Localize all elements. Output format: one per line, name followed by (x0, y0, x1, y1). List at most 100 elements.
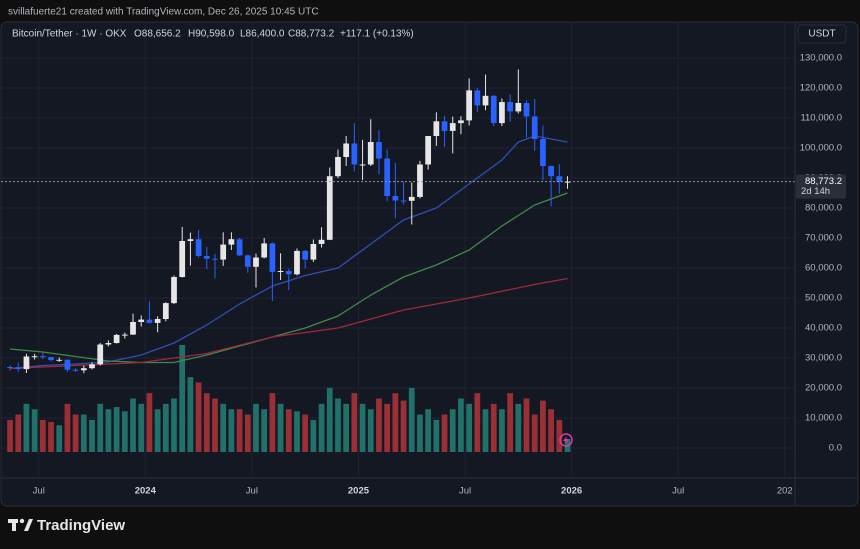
volume-bar (15, 414, 22, 452)
candle-body (490, 95, 497, 124)
candle-body (359, 164, 366, 166)
y-tick-label: 110,000.0 (800, 113, 842, 124)
candle-body (146, 319, 153, 323)
volume-bar (417, 414, 423, 452)
volume-bar (269, 393, 276, 452)
candle-body (162, 303, 169, 319)
candle-body (89, 364, 95, 369)
candle-body (458, 120, 464, 124)
candle-body (105, 343, 112, 345)
candle-body (482, 95, 489, 106)
candle-body (285, 271, 292, 275)
candle-body (302, 250, 309, 260)
y-tick-label: 120,000.0 (800, 83, 842, 94)
currency-box[interactable] (797, 24, 847, 44)
candle-body (515, 103, 522, 112)
volume-bar (212, 398, 218, 452)
candle-body (15, 367, 22, 370)
x-tick-label: 2024 (135, 486, 157, 497)
x-tick-label: 2025 (348, 486, 370, 497)
candle-body (400, 200, 407, 202)
volume-bar (31, 409, 38, 452)
candle-body (113, 334, 120, 343)
volume-bar (39, 419, 46, 452)
moving-average (9, 135, 568, 370)
bar-countdown: 2d 14h (801, 186, 830, 197)
brand-logo (8, 518, 33, 531)
volume-bar (179, 345, 186, 452)
alert-icon[interactable] (559, 433, 573, 447)
volume-bar (318, 403, 325, 452)
y-tick-label: 10,000.0 (805, 413, 842, 424)
volume-bar (326, 387, 333, 452)
volume-bar (113, 407, 120, 452)
ohlc-close: C88,773.2 (288, 29, 335, 40)
candle-body (228, 239, 235, 245)
volume-bar (310, 419, 317, 452)
volume-bar (80, 414, 87, 452)
brand: TradingView (37, 517, 125, 534)
volume-bar (384, 403, 391, 452)
x-tick-label: Jul (33, 486, 45, 497)
y-tick-label: 50,000.0 (805, 293, 842, 304)
candles (1, 69, 795, 374)
volume-bar (474, 393, 481, 452)
volume-bar (285, 409, 292, 452)
x-tick-label: 2026 (561, 486, 582, 497)
volume-bar (400, 400, 407, 452)
volume-bar (302, 414, 309, 452)
candle-body (531, 116, 538, 139)
volume-bar (466, 403, 473, 452)
volume-bar (531, 414, 538, 452)
volume-bar (236, 409, 243, 452)
chart-panel (0, 21, 859, 507)
candle-body (56, 359, 63, 361)
last-price-label: 88,773.2 (805, 176, 842, 187)
candle-body (236, 239, 243, 256)
volume-bar (171, 398, 177, 452)
candle-body (425, 136, 432, 165)
candle-body (220, 244, 227, 260)
x-tick-label: 202 (777, 486, 793, 497)
volume-bar (253, 403, 259, 452)
candle-body (367, 142, 374, 165)
volume-bar (56, 425, 63, 452)
candle-body (31, 356, 38, 358)
candle-body (244, 255, 251, 267)
volume-bar (146, 393, 153, 452)
ohlc-low: L86,400.0 (240, 29, 285, 40)
y-tick-label: 80,000.0 (805, 203, 842, 214)
volume-bar (130, 398, 136, 452)
volume-bar (343, 403, 350, 452)
y-tick-label: 100,000.0 (800, 143, 842, 154)
candle-body (564, 181, 571, 183)
volume-bar (203, 393, 210, 452)
volume-bar (261, 409, 268, 452)
volume-bar (23, 403, 30, 452)
y-tick-label: 60,000.0 (805, 263, 842, 274)
candle-body (203, 256, 210, 259)
candle-body (523, 103, 530, 117)
y-tick-label: 40,000.0 (805, 323, 842, 334)
volume-bar (376, 398, 382, 452)
candle-body (343, 143, 350, 157)
y-tick-label: 0.0 (829, 443, 842, 454)
volume-bar (138, 403, 145, 452)
last-price-box (796, 174, 846, 199)
y-tick-label: 30,000.0 (805, 353, 842, 364)
candle-body (187, 239, 194, 241)
volume-bar (121, 411, 128, 452)
volume-bar (335, 398, 341, 452)
volume-bar (499, 409, 505, 452)
candle-body (474, 90, 481, 106)
candle-body (64, 359, 71, 370)
volume-bar (72, 414, 79, 452)
y-tick-label: 130,000.0 (800, 53, 842, 64)
candle-body (261, 243, 268, 258)
volume-bar (449, 409, 456, 452)
candle-body (433, 121, 440, 136)
currency[interactable]: USDT (808, 29, 835, 40)
volume-bar (482, 409, 489, 452)
